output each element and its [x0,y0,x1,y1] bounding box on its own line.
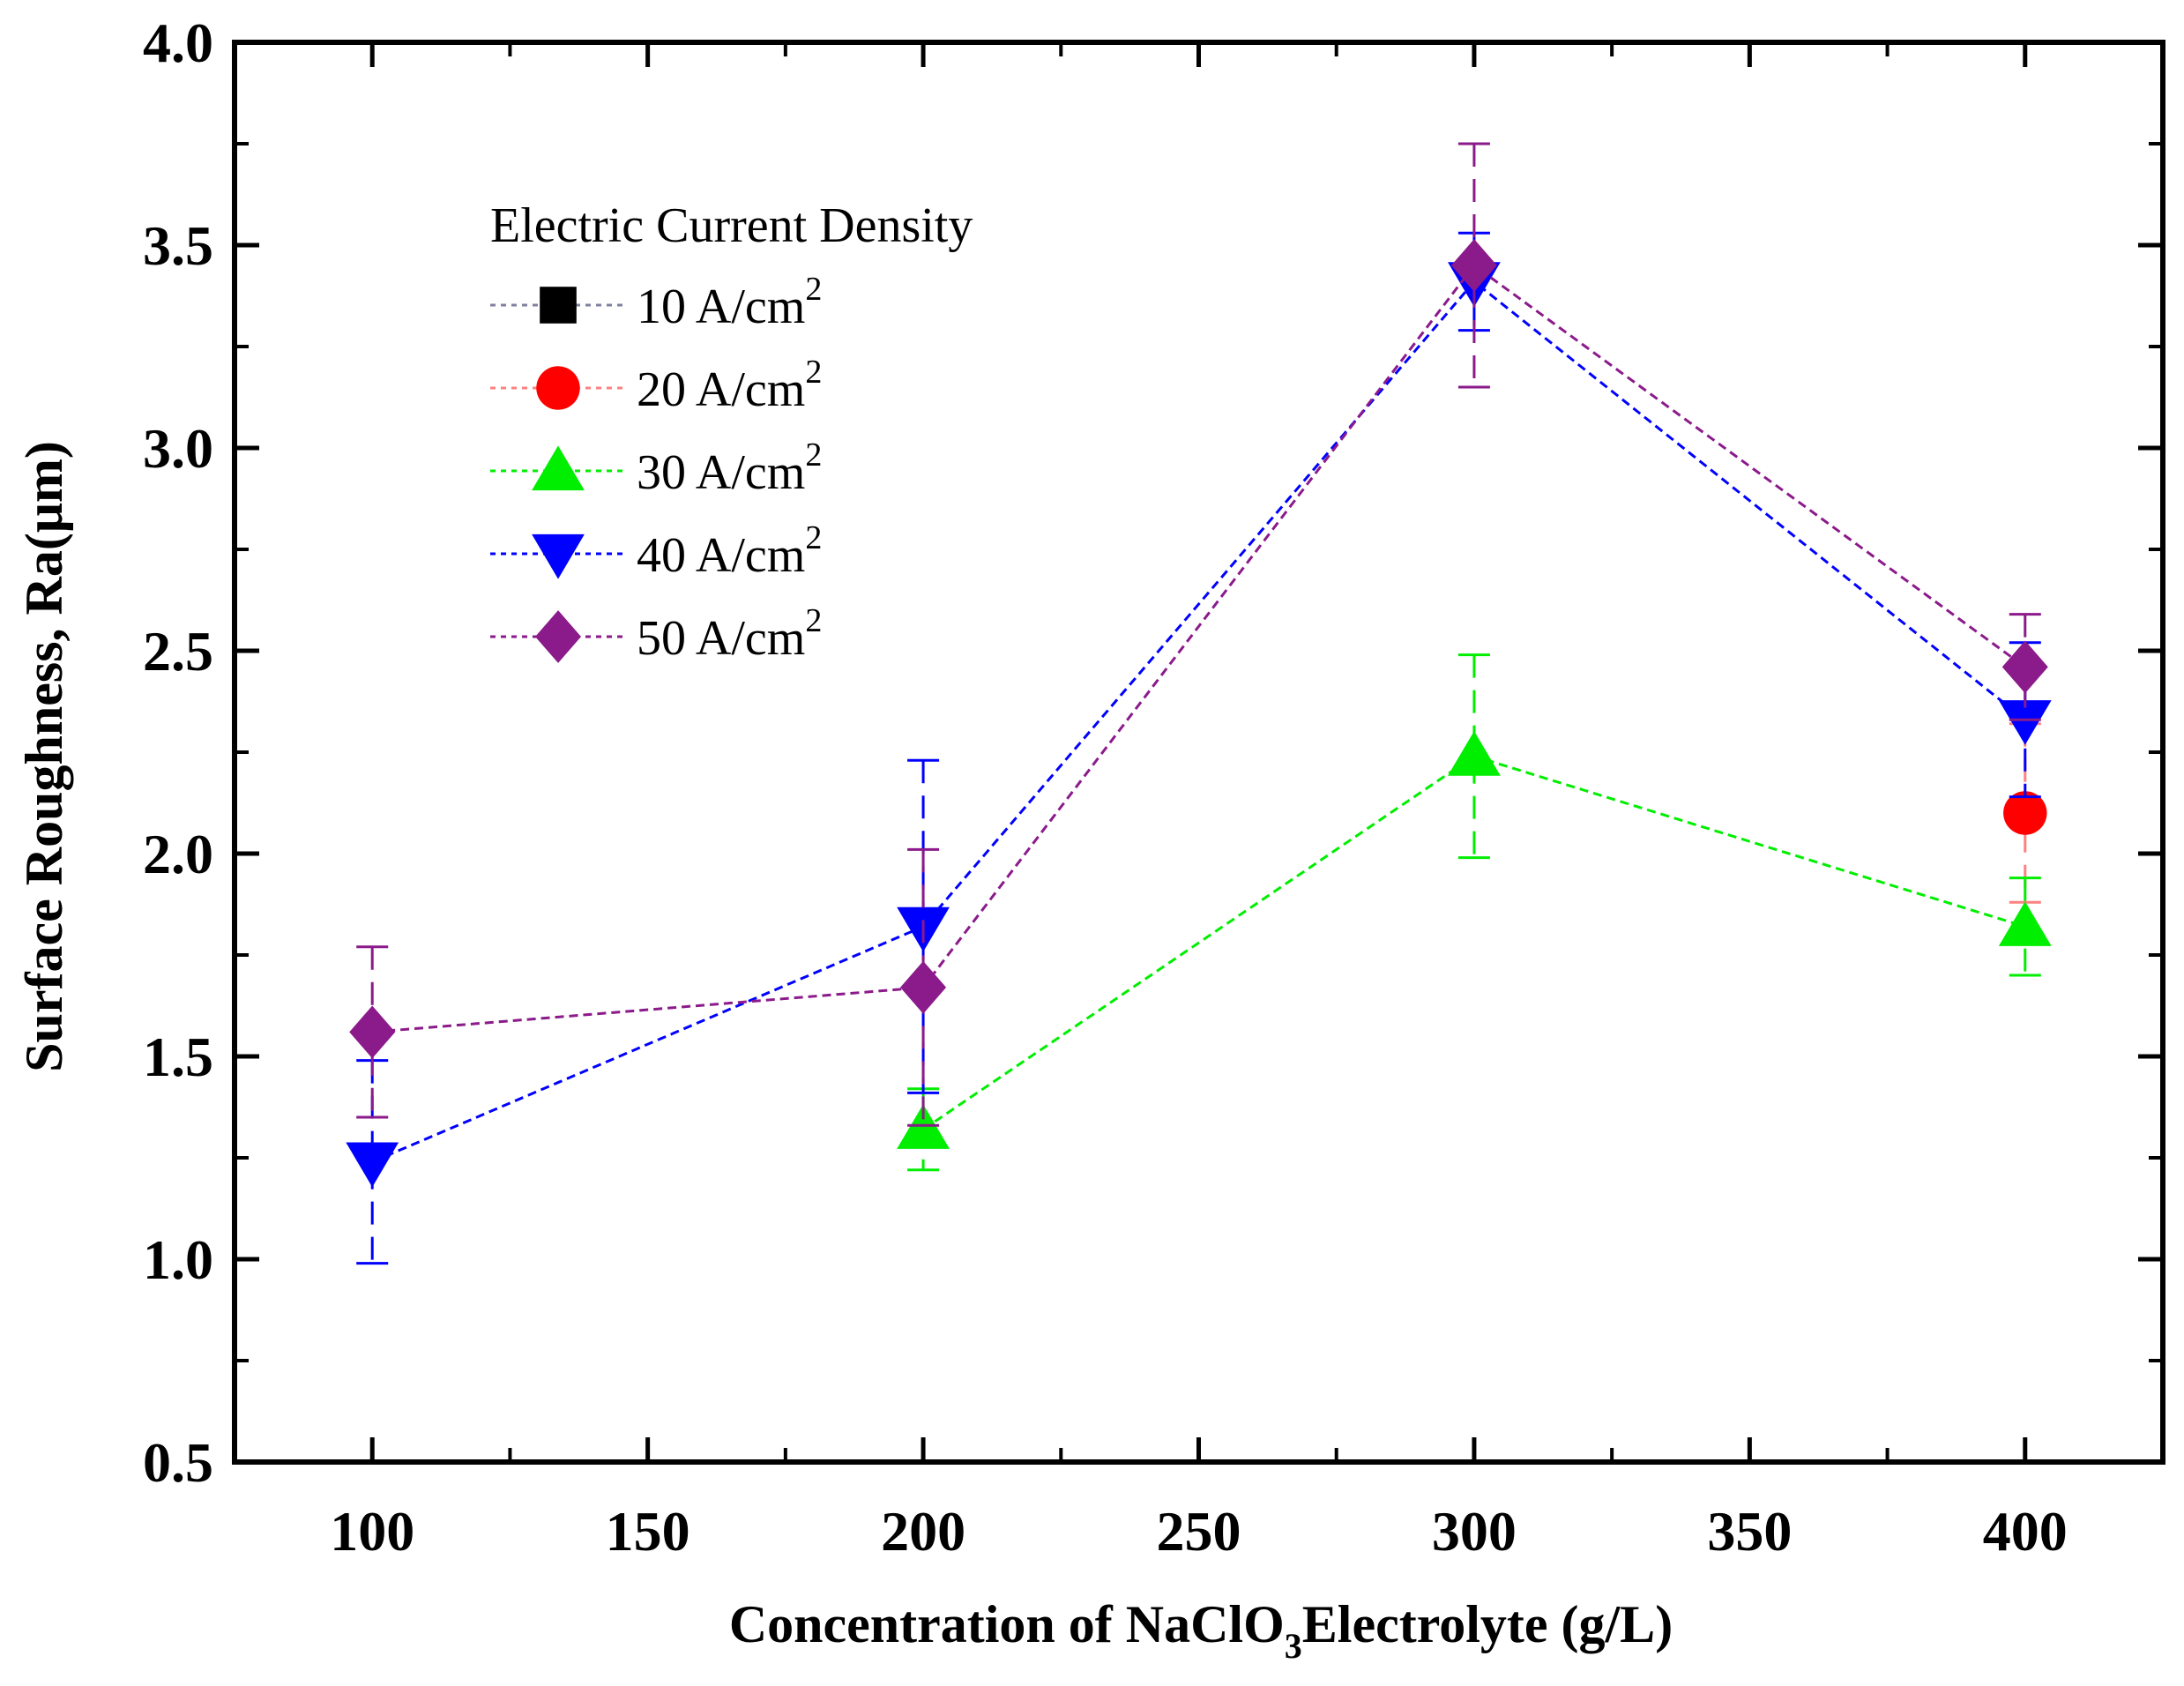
series-layer [346,142,2052,1265]
data-point [2001,640,2048,694]
series-line [372,263,2026,1033]
data-point [1450,239,1497,292]
x-tick-label: 250 [1157,1500,1241,1563]
y-tick-label: 2.0 [143,823,213,885]
data-point [2003,791,2047,835]
plot-frame [232,40,2165,1465]
y-tick-label: 3.5 [143,214,213,277]
series-4 [346,231,2052,1265]
x-tick-label: 300 [1432,1500,1517,1563]
legend-marker [532,445,585,491]
legend-label: 10 A/cm2 [637,271,822,334]
data-point [1998,700,2052,745]
legend-marker [535,610,581,663]
legend-marker [532,533,585,579]
legend-title: Electric Current Density [490,198,973,253]
y-tick-label: 2.5 [143,620,213,683]
legend-label: 20 A/cm2 [637,354,822,417]
x-tick-label: 150 [606,1500,690,1563]
y-tick-label: 4.0 [143,11,213,74]
legend-label: 50 A/cm2 [637,602,822,666]
y-tick-label: 0.5 [143,1431,213,1494]
legend-label: 40 A/cm2 [637,519,822,583]
series-3 [897,653,2052,1172]
y-tick-label: 1.5 [143,1026,213,1088]
axis-ticks: 100 150 200 250 300 350 400 0.5 1.0 1.5 2.0 2.5 3.0 3… [143,11,2163,1563]
y-axis-title: Surface Roughness, Ra(μm) [15,441,73,1072]
x-tick-label: 200 [881,1500,965,1563]
y-tick-label: 1.0 [143,1228,213,1291]
x-tick-label: 400 [1983,1500,2068,1563]
data-point [349,1005,396,1059]
legend: Electric Current Density 10 A/cm2 20 A/cm… [490,198,973,666]
x-tick-label: 350 [1707,1500,1792,1563]
series-line [371,280,2026,1163]
legend-label: 30 A/cm2 [637,436,822,500]
x-tick-label: 100 [330,1500,414,1563]
legend-marker [536,366,580,410]
data-point [900,960,947,1014]
data-point [346,1142,399,1188]
x-axis-title: Concentration of NaClO3Electrolyte (g/L) [729,1595,1673,1666]
data-point [1448,731,1501,776]
series-5 [349,142,2048,1127]
y-tick-label: 3.0 [143,417,213,480]
data-point [1998,901,2052,946]
legend-marker [540,287,577,324]
